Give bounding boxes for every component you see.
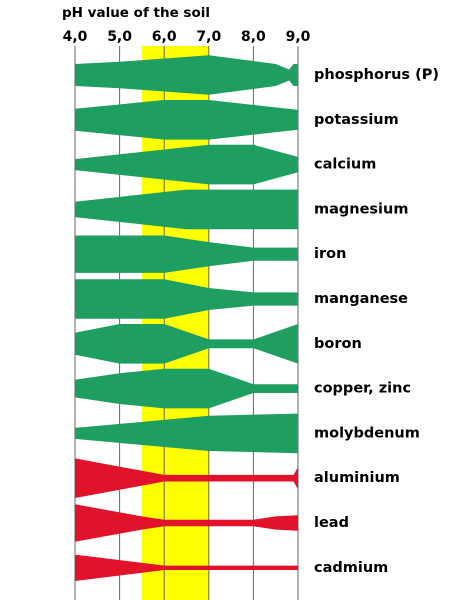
availability-band (75, 324, 298, 364)
x-tick-label: 9,0 (286, 29, 311, 45)
availability-band (75, 413, 298, 454)
series-label: magnesium (314, 201, 408, 217)
chart-title: pH value of the soil (62, 5, 210, 21)
x-tick-label: 5,0 (107, 29, 132, 45)
x-tick-label: 4,0 (63, 29, 88, 45)
availability-band (75, 279, 298, 319)
x-tick-label: 8,0 (241, 29, 266, 45)
availability-band (75, 189, 298, 230)
series-label: cadmium (314, 560, 388, 576)
availability-band (75, 368, 298, 409)
availability-band (75, 100, 298, 140)
series-label: iron (314, 246, 346, 262)
series-label: boron (314, 336, 362, 352)
series-label: manganese (314, 291, 408, 307)
series-label: copper, zinc (314, 381, 411, 397)
series-label: calcium (314, 157, 376, 173)
series-label: lead (314, 515, 349, 531)
availability-band (75, 235, 298, 273)
series-label: potassium (314, 112, 399, 128)
availability-band (75, 554, 298, 581)
x-tick-label: 6,0 (152, 29, 177, 45)
series-label: aluminium (314, 470, 400, 486)
availability-band (75, 458, 298, 498)
series-label: phosphorus (P) (314, 67, 439, 83)
availability-band (75, 504, 298, 542)
x-tick-label: 7,0 (196, 29, 221, 45)
series-label: molybdenum (314, 425, 420, 441)
availability-band (75, 55, 298, 95)
availability-band (75, 144, 298, 185)
